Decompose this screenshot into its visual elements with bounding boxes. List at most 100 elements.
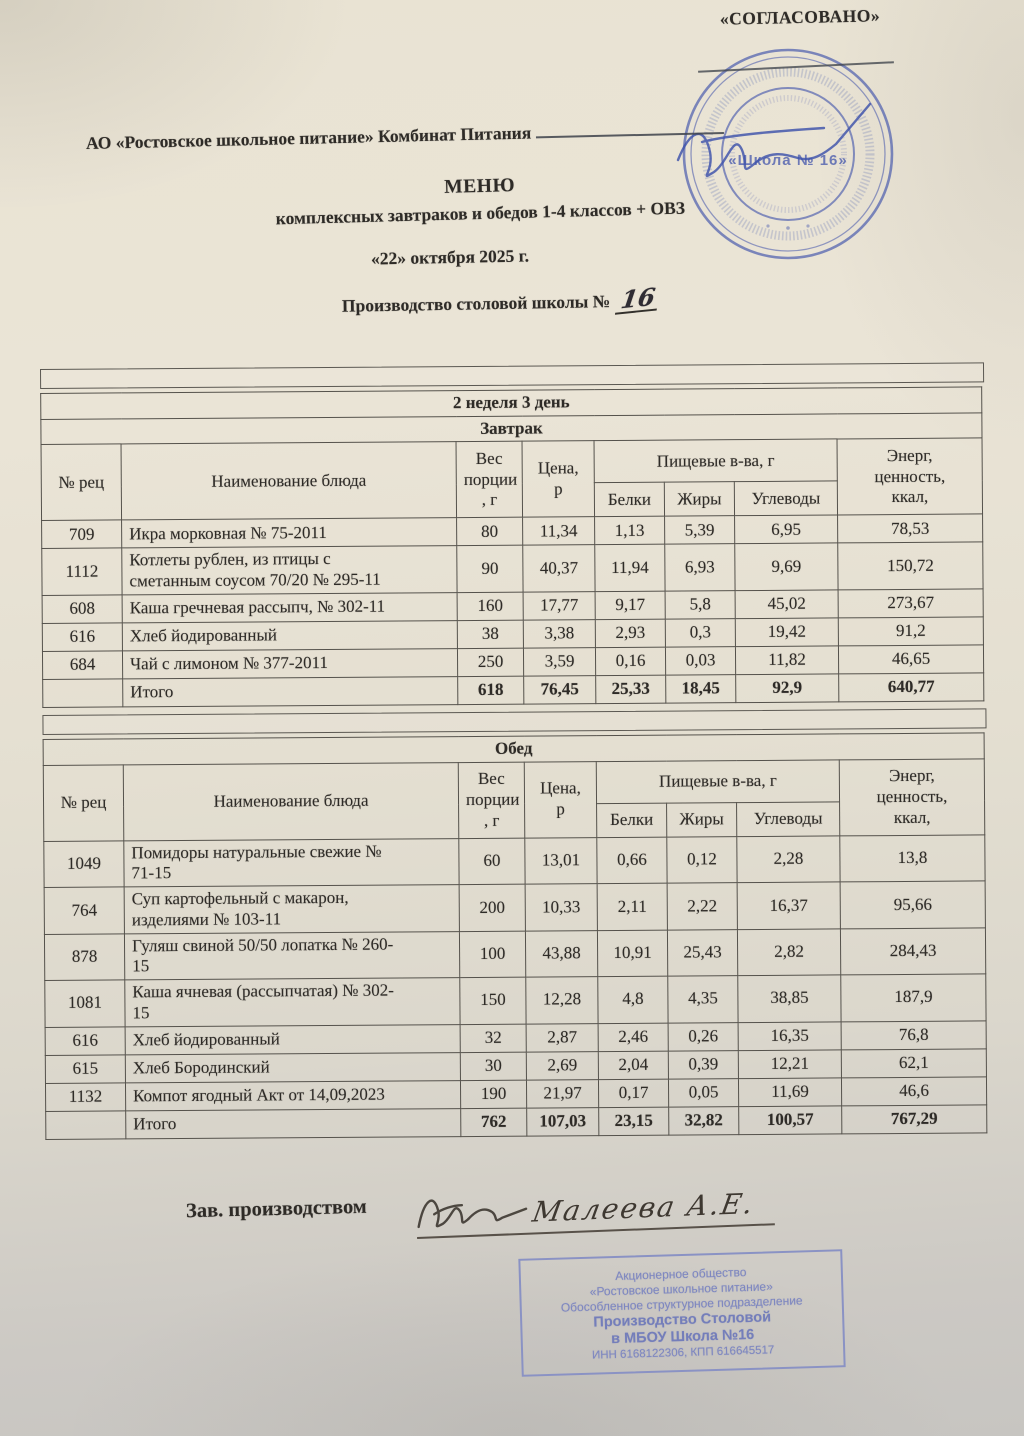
table-cell: 5,8 <box>665 590 736 620</box>
col-header-weight: Вес порции , г <box>456 441 523 519</box>
table-cell: 2,22 <box>667 882 738 930</box>
table-cell: Помидоры натуральные свежие № 71-15 <box>123 838 460 888</box>
table-cell: 2,46 <box>598 1022 669 1052</box>
breakfast-table: 2 неделя 3 день Завтрак № рец Наименован… <box>40 386 984 708</box>
table-cell: 40,37 <box>522 545 596 593</box>
table-cell: 160 <box>457 592 524 621</box>
table-cell: 0,12 <box>666 836 738 884</box>
col-header-fat: Жиры <box>664 482 735 517</box>
table-cell: 762 <box>460 1107 527 1137</box>
table-cell: 4,8 <box>597 976 669 1024</box>
table-cell: 284,43 <box>840 927 986 976</box>
col-header-price: Цена, р <box>522 441 595 518</box>
table-cell: Икра морковная № 75-2011 <box>121 518 457 549</box>
table-cell: Чай с лимоном № 377-2011 <box>122 648 458 679</box>
table-cell: 6,93 <box>664 544 736 592</box>
col-header-carbs: Углеводы <box>734 481 838 517</box>
lunch-total-row: Итого 762 107,03 23,15 32,82 100,57 767,… <box>45 1104 987 1140</box>
table-cell: 13,8 <box>839 834 986 883</box>
table-cell: 16,37 <box>737 882 841 930</box>
table-cell: 76,45 <box>523 675 596 705</box>
table-cell: Каша гречневая рассыпч, № 302-11 <box>122 592 458 623</box>
table-row: 1112 Котлеты рублен, из птицы с сметанным… <box>41 542 984 596</box>
table-cell: 0,16 <box>595 647 666 676</box>
table-cell: 9,17 <box>595 591 666 620</box>
table-cell: 2,87 <box>526 1023 599 1052</box>
table-cell: 764 <box>44 887 125 935</box>
col-header-nutrients: Пищевые в-ва, г <box>594 439 838 484</box>
table-cell: 150,72 <box>837 542 984 590</box>
table-cell: 1132 <box>45 1082 126 1112</box>
col-header-protein: Белки <box>596 802 667 838</box>
table-cell: 767,29 <box>841 1104 987 1134</box>
table-cell: 2,93 <box>595 619 666 648</box>
stamp-microtext-ring-inner <box>729 95 847 213</box>
table-cell: 30 <box>460 1051 527 1081</box>
table-cell <box>42 678 123 708</box>
col-header-weight: Вес порции , г <box>458 761 525 839</box>
table-cell: Итого <box>122 676 458 707</box>
table-cell: 150 <box>459 977 527 1025</box>
table-cell: 250 <box>457 648 524 677</box>
table-cell: 0,66 <box>596 836 668 884</box>
table-cell: 640,77 <box>838 672 984 702</box>
table-cell: 91,2 <box>838 616 984 646</box>
table-cell: 2,11 <box>597 883 668 931</box>
stamp-signature-strokes <box>676 102 872 178</box>
approval-label: «СОГЛАСОВАНО» <box>719 5 881 29</box>
table-cell: 21,97 <box>526 1079 599 1108</box>
table-cell: 32,82 <box>668 1106 739 1135</box>
table-cell: 709 <box>41 520 122 549</box>
table-cell: Котлеты рублен, из птицы с сметанным соу… <box>121 546 458 595</box>
table-cell: 1081 <box>44 980 126 1028</box>
table-cell: Хлеб йодированный <box>125 1024 461 1055</box>
col-header-nutrients: Пищевые в-ва, г <box>596 759 840 804</box>
table-cell: 878 <box>44 933 125 981</box>
table-cell: 62,1 <box>841 1048 987 1078</box>
production-line: Производство столовой школы № 16 <box>110 282 890 322</box>
table-cell: 60 <box>458 837 526 885</box>
table-cell: 187,9 <box>840 973 987 1022</box>
table-cell: 10,91 <box>597 929 668 977</box>
table-cell: 0,17 <box>598 1078 669 1108</box>
table-cell: Компот ягодный Акт от 14,09,2023 <box>125 1080 461 1111</box>
table-cell: 608 <box>42 594 123 624</box>
table-cell: 46,6 <box>841 1076 987 1106</box>
table-cell: 18,45 <box>665 674 736 704</box>
col-header-rec: № рец <box>43 764 124 842</box>
table-cell: 90 <box>456 545 524 593</box>
table-cell: 2,69 <box>526 1051 599 1080</box>
table-cell: 5,39 <box>664 516 735 545</box>
table-cell: 25,33 <box>595 675 666 704</box>
table-cell: 615 <box>45 1054 126 1084</box>
breakfast-rows: 709 Икра морковная № 75-2011 80 11,34 1,13 5,… <box>41 514 984 680</box>
table-cell: 273,67 <box>838 588 984 618</box>
table-cell: 23,15 <box>598 1106 669 1136</box>
table-cell: 11,69 <box>738 1077 842 1107</box>
col-header-protein: Белки <box>594 482 665 518</box>
table-row: 1049 Помидоры натуральные свежие № 71-15 6… <box>43 834 986 888</box>
table-row: 878 Гуляш свиной 50/50 лопатка № 260- 15 1… <box>44 927 986 981</box>
table-cell: 1,13 <box>594 516 665 546</box>
empty-gap-strip <box>42 708 987 735</box>
table-cell: 190 <box>460 1079 527 1109</box>
table-cell: Хлеб Бородинский <box>125 1052 461 1083</box>
table-cell: 38 <box>457 620 524 649</box>
table-cell: 6,95 <box>734 515 838 545</box>
table-cell: 76,8 <box>841 1020 987 1050</box>
table-cell: 616 <box>45 1026 126 1056</box>
table-cell: 17,77 <box>523 591 596 621</box>
table-row: 1081 Каша ячневая (рассыпчатая) № 302- 15… <box>44 973 987 1028</box>
table-cell: 78,53 <box>837 514 983 544</box>
signature-flourish <box>417 1199 528 1229</box>
table-cell: 618 <box>457 676 524 705</box>
empty-top-strip <box>40 362 985 389</box>
table-cell: 16,35 <box>738 1021 842 1051</box>
table-cell: 0,3 <box>665 618 736 648</box>
breakfast-total-row: Итого 618 76,45 25,33 18,45 92,9 640,77 <box>42 672 984 708</box>
table-cell: 11,94 <box>594 544 666 592</box>
table-cell: 19,42 <box>735 617 839 647</box>
table-cell: 32 <box>460 1023 527 1053</box>
col-header-carbs: Углеводы <box>736 801 840 837</box>
